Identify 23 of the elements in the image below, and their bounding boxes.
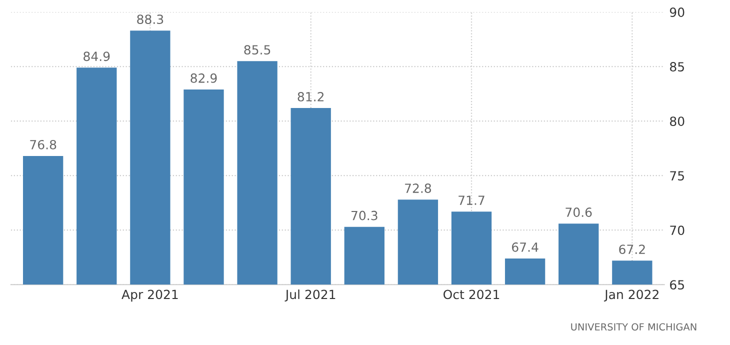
x-tick-label: Jul 2021 bbox=[284, 289, 336, 302]
y-tick-label: 75 bbox=[670, 171, 684, 181]
y-tick-label: 65 bbox=[670, 280, 684, 290]
y-tick-label: 90 bbox=[670, 8, 684, 17]
data-label: 82.9 bbox=[190, 73, 217, 83]
x-tick-label: Oct 2021 bbox=[444, 290, 500, 300]
y-tick-label: 85 bbox=[670, 62, 684, 72]
data-label: 72.8 bbox=[405, 184, 432, 193]
data-label: 85.5 bbox=[244, 45, 270, 55]
data-label: 88.3 bbox=[137, 14, 164, 24]
data-label: 71.7 bbox=[458, 196, 484, 205]
data-label: 67.2 bbox=[619, 244, 645, 254]
x-tick-label: Apr 2021 bbox=[122, 290, 178, 302]
text: UNIVERSITY OF MICHIGAN bbox=[571, 323, 696, 331]
data-label: 81.2 bbox=[298, 92, 324, 102]
x-tick-label: Jan 2022 bbox=[604, 290, 658, 302]
data-label: 70.3 bbox=[352, 210, 378, 220]
y-tick-label: 70 bbox=[670, 226, 684, 236]
data-label: 76.8 bbox=[30, 140, 56, 150]
data-label: 70.6 bbox=[566, 208, 592, 217]
data-label: 67.4 bbox=[512, 242, 538, 252]
data-label: 84.9 bbox=[84, 52, 110, 62]
y-tick-label: 80 bbox=[670, 116, 684, 126]
